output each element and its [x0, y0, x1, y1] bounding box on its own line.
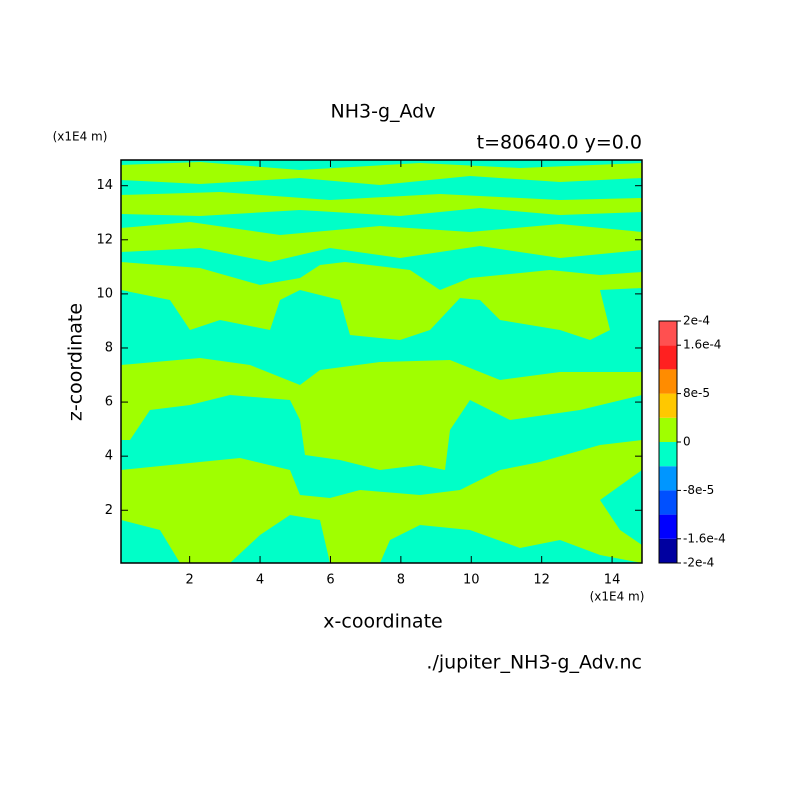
- colorbar-segment: [659, 514, 677, 539]
- y-unit: (x1E4 m): [53, 130, 108, 144]
- colorbar-segment: [659, 393, 677, 418]
- source-file: ./jupiter_NH3-g_Adv.nc: [426, 652, 642, 674]
- colorbar-segment: [659, 321, 677, 346]
- colorbar-segment: [659, 490, 677, 515]
- x-tick-label: 12: [533, 573, 550, 588]
- colorbar: [659, 321, 677, 563]
- colorbar-tick-label: 8e-5: [683, 386, 710, 400]
- x-axis-label: x-coordinate: [323, 611, 442, 633]
- chart-title: NH3-g_Adv: [331, 101, 436, 123]
- y-tick-label: 2: [105, 503, 113, 518]
- colorbar-segment: [659, 417, 677, 442]
- y-tick-label: 14: [96, 178, 113, 193]
- colorbar-tick-label: 1.6e-4: [683, 338, 721, 352]
- colorbar-segment: [659, 442, 677, 467]
- chart-subtitle: t=80640.0 y=0.0: [477, 132, 642, 154]
- x-tick-label: 4: [256, 573, 264, 588]
- y-tick-label: 8: [105, 340, 113, 355]
- colorbar-tick-label: -8e-5: [683, 483, 714, 497]
- x-tick-label: 6: [326, 573, 334, 588]
- y-tick-label: 10: [96, 286, 113, 301]
- x-tick-label: 10: [463, 573, 480, 588]
- colorbar-tick-label: 0: [683, 435, 691, 449]
- colorbar-tick-label: -1.6e-4: [683, 531, 726, 545]
- colorbar-segment: [659, 538, 677, 563]
- y-tick-label: 4: [105, 449, 113, 464]
- x-unit: (x1E4 m): [590, 590, 645, 604]
- x-tick-label: 14: [604, 573, 621, 588]
- y-tick-label: 12: [96, 232, 113, 247]
- contour-field: [121, 160, 642, 563]
- x-tick-label: 8: [397, 573, 405, 588]
- colorbar-tick-label: -2e-4: [683, 556, 714, 570]
- colorbar-tick-label: 2e-4: [683, 314, 710, 328]
- colorbar-segment: [659, 369, 677, 394]
- colorbar-segment: [659, 466, 677, 491]
- y-tick-label: 6: [105, 395, 113, 410]
- y-axis-label: z-coordinate: [65, 303, 87, 421]
- colorbar-segment: [659, 345, 677, 370]
- x-tick-label: 2: [186, 573, 194, 588]
- plot-frame: [120, 159, 643, 564]
- contour-fill: [121, 162, 642, 563]
